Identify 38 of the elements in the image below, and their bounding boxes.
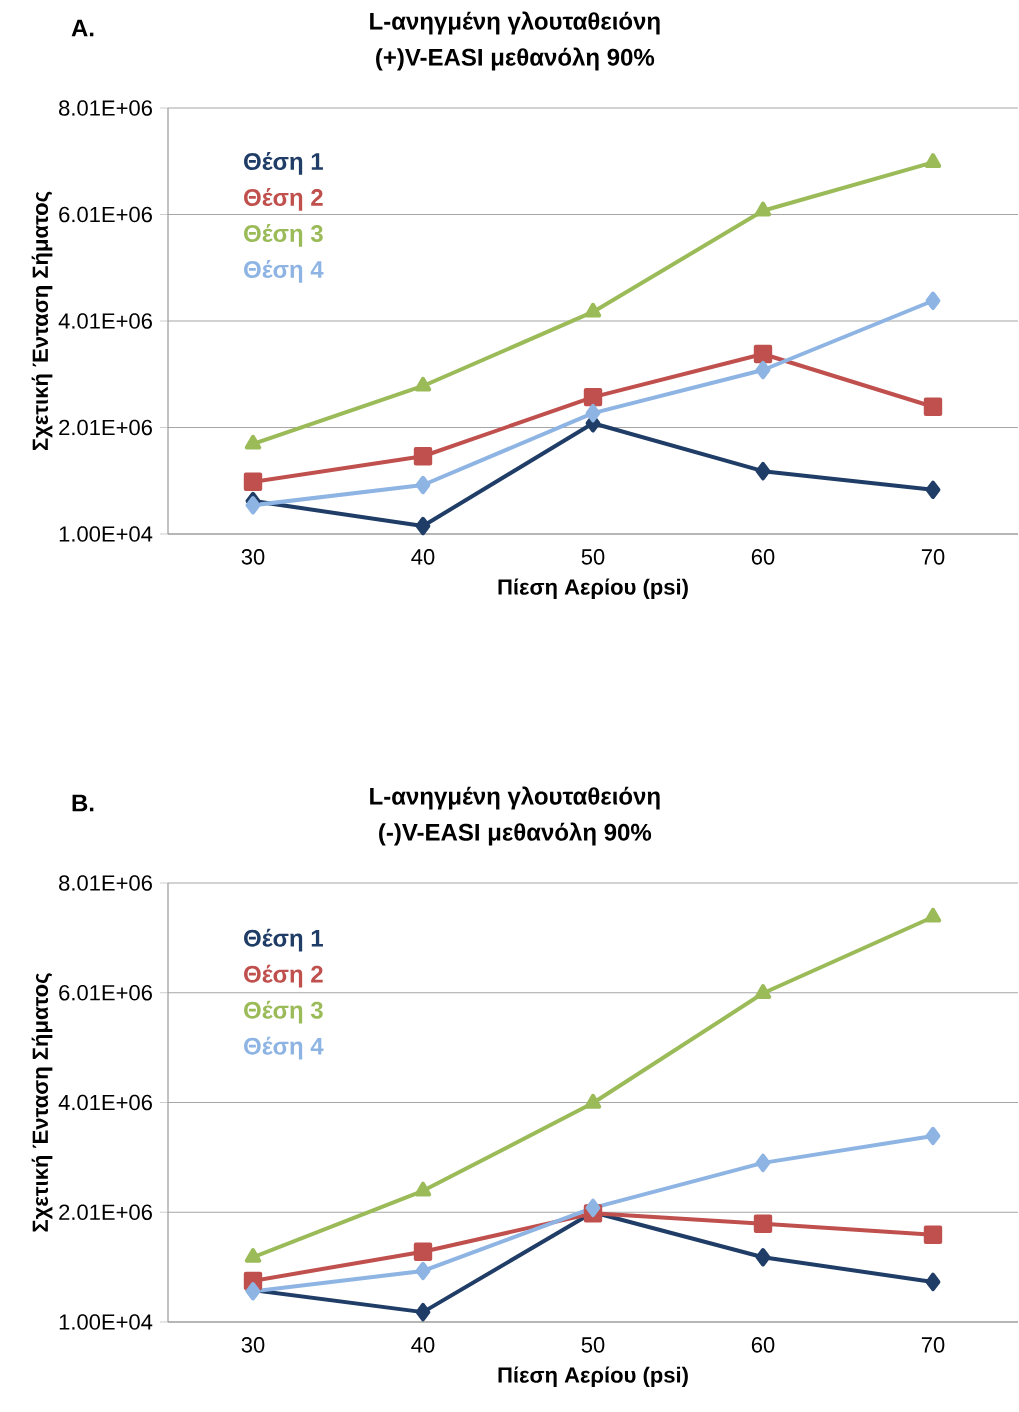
x-tick-label: 30 [241, 549, 265, 565]
text: Θέση 2 [244, 188, 323, 211]
chart-title: L-ανηγμένη γλουταθειόνη [370, 786, 660, 810]
y-axis-title: Σχετική Ένταση Σήματος [31, 191, 53, 451]
x-tick-label: 40 [411, 549, 435, 565]
y-tick-label: 6.01E+06 [59, 206, 152, 223]
chart-subtitle: (-)V-EASI μεθανόλη 90% [379, 822, 652, 846]
y-tick-label: 2.01E+06 [59, 419, 152, 436]
x-axis-title: Πίεση Αερίου (psi) [498, 1366, 688, 1388]
text: Θέση 2 [244, 964, 323, 988]
y-tick-label: 2.01E+06 [59, 1204, 152, 1221]
x-tick-label: 50 [581, 549, 605, 565]
y-tick-label: 6.01E+06 [59, 984, 152, 1001]
x-tick-label: 60 [751, 1337, 775, 1353]
y-tick-label: 4.01E+06 [58, 313, 152, 329]
y-tick-label: 8.01E+06 [59, 100, 152, 116]
y-tick-label: 1.00E+04 [59, 1314, 153, 1330]
x-tick-label: 40 [411, 1337, 435, 1353]
x-tick-label: 70 [921, 1337, 945, 1353]
text: Θέση 4 [244, 260, 324, 283]
x-tick-label: 50 [581, 1337, 605, 1353]
chart-subtitle: (+)V-EASI μεθανόλη 90% [376, 47, 655, 71]
text: A. [71, 19, 94, 37]
text: Θέση 1 [244, 928, 323, 952]
y-tick-label: 4.01E+06 [58, 1094, 152, 1111]
text: Θέση 3 [244, 1000, 323, 1024]
y-tick-label: 1.00E+04 [59, 526, 153, 542]
text: B. [72, 794, 94, 812]
x-tick-label: 30 [241, 1337, 265, 1353]
x-tick-label: 70 [921, 549, 945, 565]
text: Θέση 4 [244, 1036, 324, 1060]
text: Θέση 1 [244, 152, 323, 175]
x-axis-title: Πίεση Αερίου (psi) [498, 578, 688, 600]
chart-title: L-ανηγμένη γλουταθειόνη [370, 11, 660, 35]
text: Θέση 3 [244, 224, 323, 247]
x-tick-label: 60 [751, 549, 775, 565]
y-axis-title: Σχετική Ένταση Σήματος [31, 973, 53, 1232]
y-tick-label: 8.01E+06 [59, 875, 152, 891]
